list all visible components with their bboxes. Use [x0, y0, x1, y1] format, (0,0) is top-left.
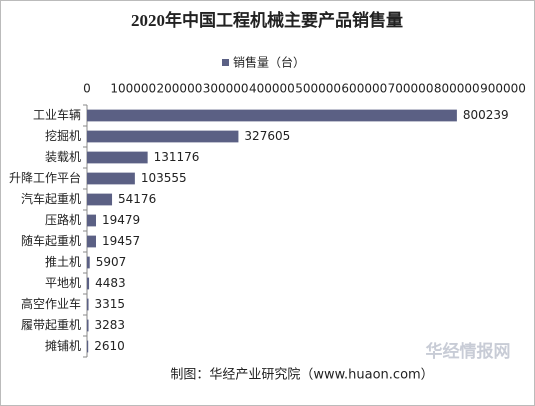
- bar: [87, 319, 89, 332]
- x-tick-label: 700000: [388, 82, 434, 96]
- x-tick-label: 500000: [295, 82, 341, 96]
- data-label: 327605: [244, 129, 290, 143]
- bar: [87, 193, 113, 206]
- bar: [87, 109, 457, 122]
- data-label: 3315: [95, 297, 126, 311]
- data-label: 800239: [463, 108, 509, 122]
- x-tick-label: 400000: [249, 82, 295, 96]
- legend-swatch: [222, 59, 229, 66]
- data-label: 4483: [95, 276, 126, 290]
- y-tick-label: 推土机: [45, 255, 81, 269]
- bar: [87, 214, 97, 227]
- data-label: 5907: [96, 255, 127, 269]
- y-tick-label: 挖掘机: [45, 128, 81, 143]
- bar: [87, 235, 96, 248]
- data-label: 19479: [102, 213, 140, 227]
- bar: [87, 172, 135, 185]
- y-tick-label: 压路机: [45, 212, 81, 227]
- x-tick-label: 200000: [157, 82, 203, 96]
- data-label: 54176: [118, 192, 156, 206]
- y-tick-label: 履带起重机: [21, 318, 81, 332]
- data-label: 103555: [141, 171, 187, 185]
- x-tick-label: 800000: [434, 82, 480, 96]
- y-tick-label: 平地机: [45, 276, 81, 290]
- bar: [87, 151, 148, 164]
- watermark: 华经情报网: [426, 341, 511, 362]
- bar: [87, 130, 239, 143]
- source-note: 制图：华经产业研究院（www.huaon.com）: [170, 368, 433, 383]
- y-tick-label: 工业车辆: [33, 107, 81, 122]
- data-label: 2610: [94, 339, 125, 353]
- data-label: 131176: [154, 150, 200, 164]
- chart-title: 2020年中国工程机械主要产品销售量: [131, 10, 403, 30]
- x-tick-label: 900000: [480, 82, 526, 96]
- x-tick-label: 0: [83, 82, 91, 96]
- bar: [87, 256, 90, 269]
- x-tick-label: 600000: [341, 82, 387, 96]
- y-tick-label: 升降工作平台: [9, 170, 81, 185]
- y-tick-label: 装载机: [45, 150, 81, 164]
- y-tick-label: 随车起重机: [21, 233, 81, 248]
- y-tick-label: 摊铺机: [45, 339, 81, 353]
- x-tick-label: 100000: [110, 82, 156, 96]
- y-tick-label: 高空作业车: [21, 296, 81, 311]
- bar: [87, 277, 90, 290]
- data-label: 3283: [95, 318, 126, 332]
- y-tick-label: 汽车起重机: [21, 191, 81, 206]
- bar: [87, 340, 89, 353]
- data-label: 19457: [102, 234, 140, 248]
- legend-label: 销售量（台）: [233, 55, 305, 70]
- x-tick-label: 300000: [203, 82, 249, 96]
- bar: [87, 298, 89, 311]
